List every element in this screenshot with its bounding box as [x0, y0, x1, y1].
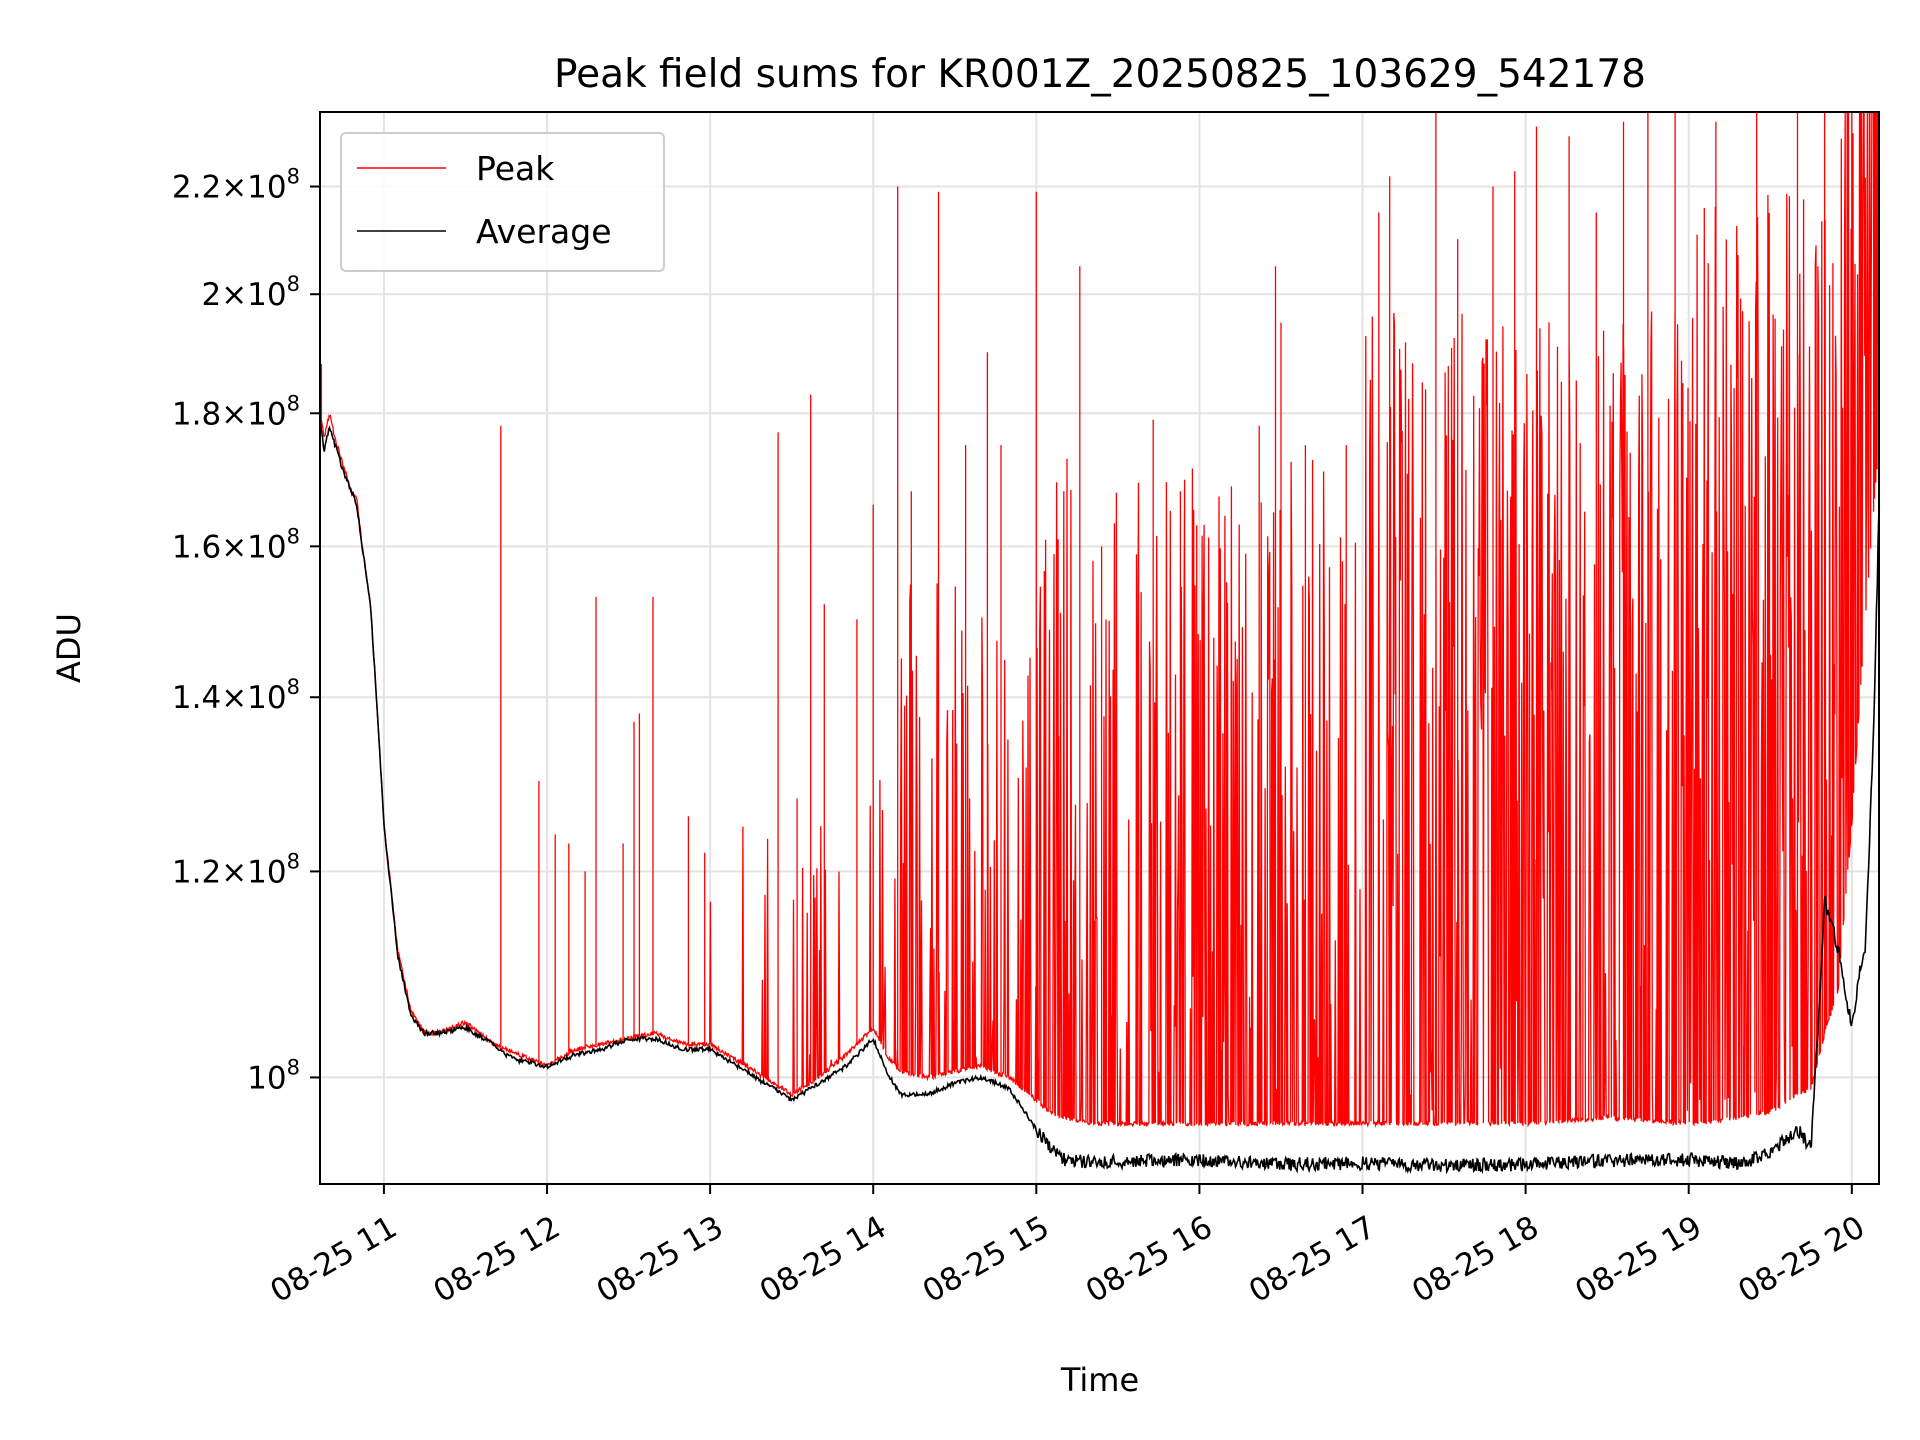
y-tick-label: 2×108 [201, 272, 300, 313]
y-tick-label: 1.8×108 [172, 391, 300, 432]
series-average-line [320, 416, 1879, 1175]
plot-area [320, 112, 1879, 1175]
legend-label-average: Average [476, 212, 612, 251]
plot-frame [319, 111, 1880, 1185]
y-axis: 108 1.2×108 1.4×108 1.6×108 1.8×108 2×108 2.2×… [172, 165, 320, 1096]
legend-label-peak: Peak [476, 149, 555, 188]
y-axis-label: ADU [50, 613, 88, 683]
y-tick-label: 1.6×108 [172, 524, 300, 565]
chart-title: Peak field sums for KR001Z_20250825_1036… [554, 52, 1646, 97]
y-tick-label: 108 [247, 1055, 300, 1096]
x-axis-label: Time [1060, 1361, 1139, 1399]
y-tick-label: 1.4×108 [172, 675, 300, 716]
y-tick-label: 2.2×108 [172, 165, 300, 206]
y-tick-label: 1.2×108 [172, 849, 300, 890]
legend: Peak Average [340, 132, 665, 272]
series-peak-line [320, 112, 1879, 1128]
